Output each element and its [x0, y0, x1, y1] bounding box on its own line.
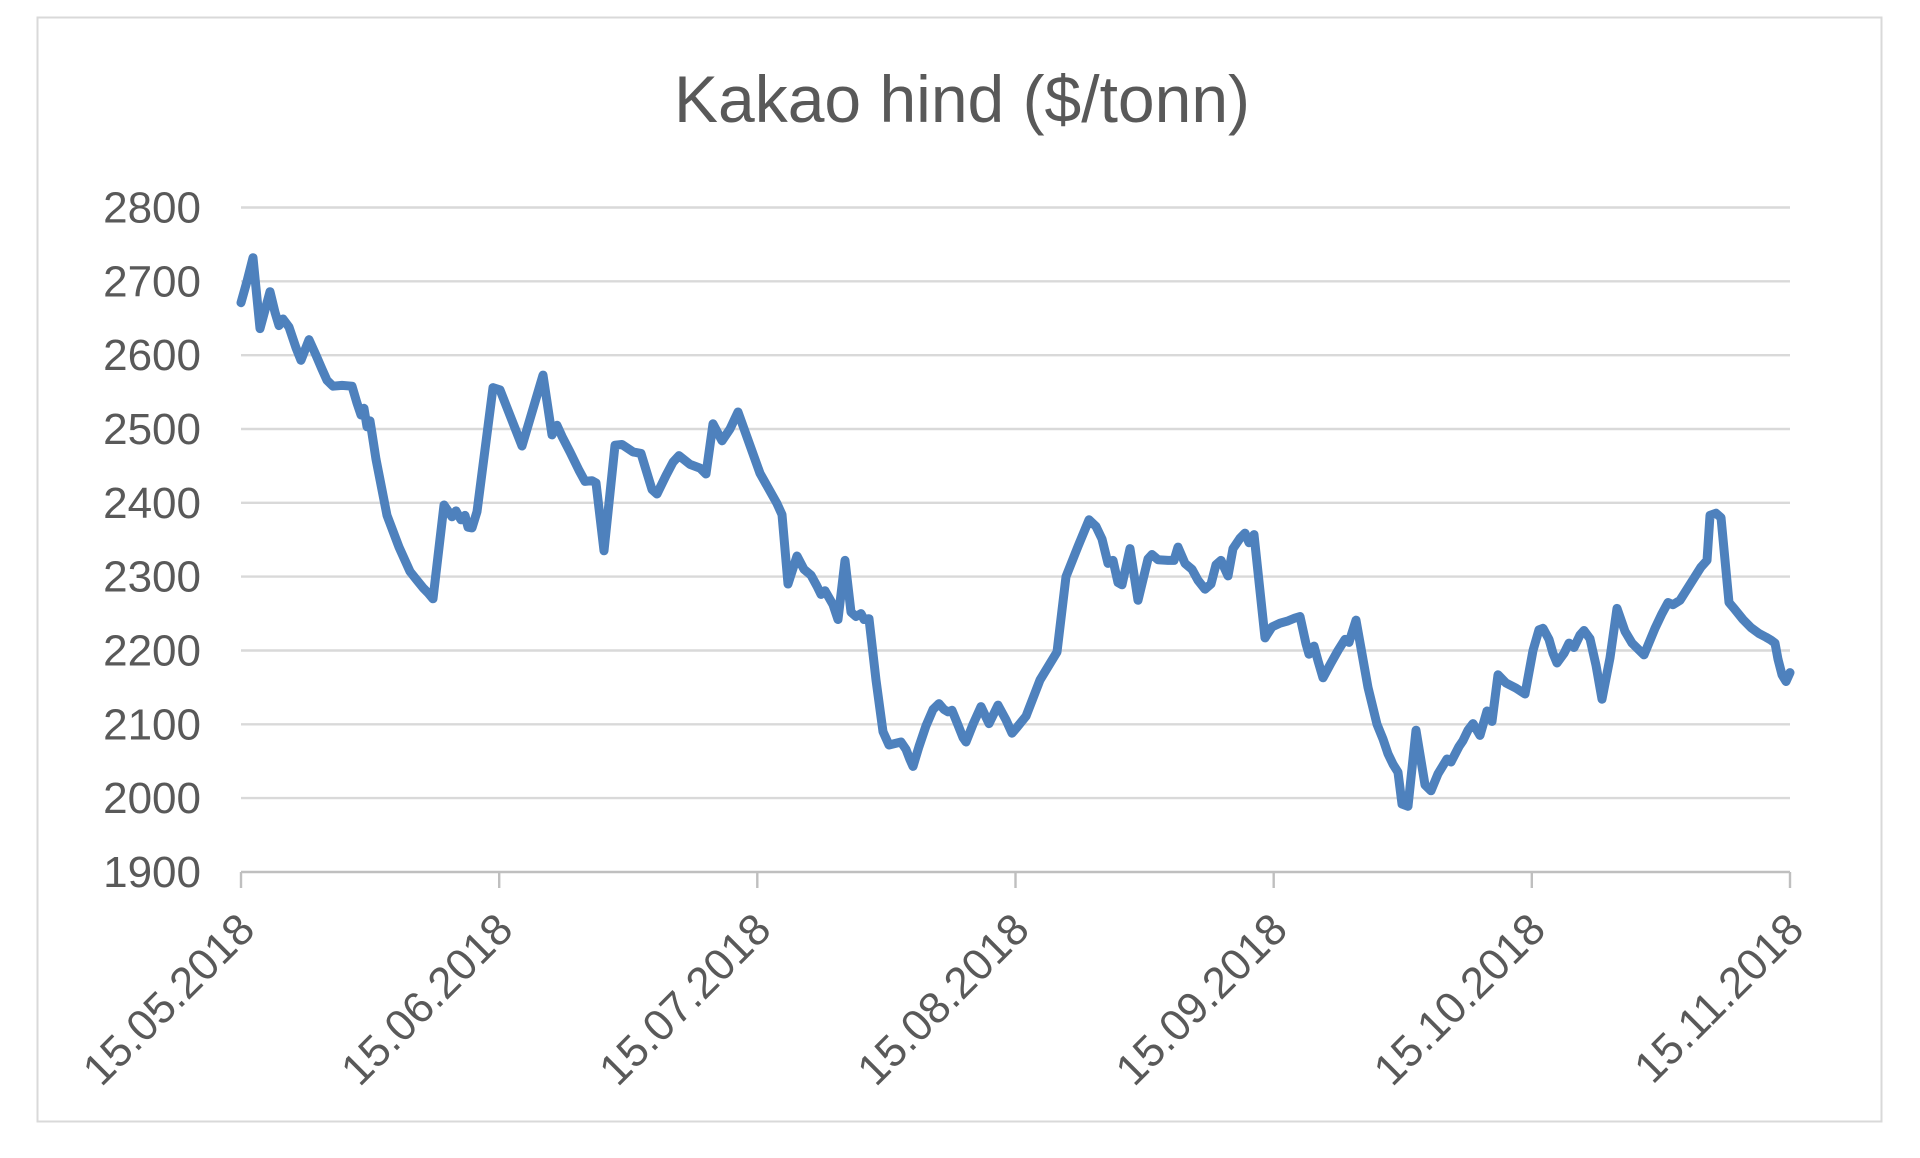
svg-text:2100: 2100 — [103, 700, 201, 749]
svg-text:2500: 2500 — [103, 405, 201, 454]
svg-text:2600: 2600 — [103, 331, 201, 380]
svg-text:2200: 2200 — [103, 627, 201, 676]
svg-text:2700: 2700 — [103, 257, 201, 306]
svg-text:2000: 2000 — [103, 774, 201, 823]
svg-text:2400: 2400 — [103, 479, 201, 528]
svg-text:2800: 2800 — [103, 184, 201, 233]
svg-text:2300: 2300 — [103, 553, 201, 602]
svg-text:Kakao hind ($/tonn): Kakao hind ($/tonn) — [674, 62, 1250, 136]
svg-text:1900: 1900 — [103, 848, 201, 897]
